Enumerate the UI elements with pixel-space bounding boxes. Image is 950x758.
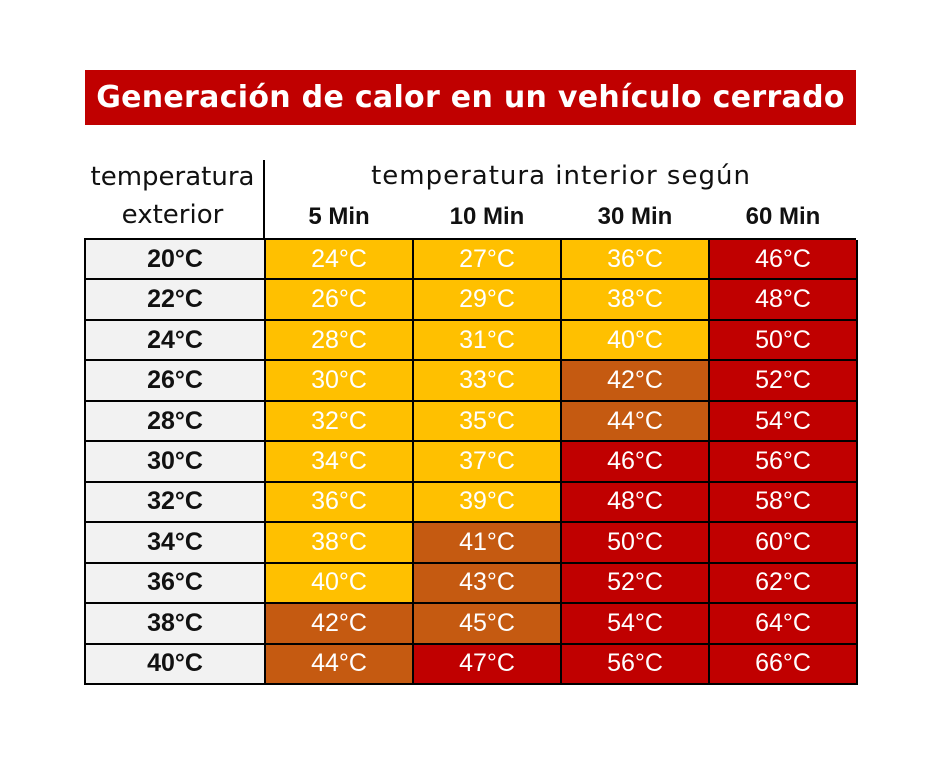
exterior-temperature-cell: 36°C — [86, 563, 266, 605]
interior-temperature-cell: 52°C — [710, 361, 858, 402]
exterior-temperature-cell: 20°C — [86, 240, 266, 281]
interior-temperature-cell: 27°C — [414, 240, 562, 281]
interior-temperature-cell: 33°C — [414, 361, 562, 402]
interior-temperature-cell: 38°C — [266, 523, 414, 564]
interior-temperature-cell: 56°C — [710, 442, 858, 483]
interior-temperature-header: temperatura interior según — [371, 161, 751, 191]
interior-temperature-cell: 47°C — [414, 644, 562, 685]
exterior-header-line-1: temperatura — [90, 162, 255, 192]
interior-temperature-cell: 62°C — [710, 563, 858, 605]
interior-temperature-cell: 26°C — [266, 280, 414, 321]
interior-temperature-cell: 42°C — [562, 361, 710, 402]
interior-temperature-cell: 36°C — [266, 482, 414, 524]
exterior-header-line-2: exterior — [121, 200, 224, 230]
exterior-temperature-cell: 28°C — [86, 401, 266, 443]
column-header-60-min: 60 Min — [745, 203, 821, 230]
interior-temperature-cell: 54°C — [710, 401, 858, 443]
exterior-temperature-cell: 40°C — [86, 644, 266, 685]
interior-temperature-cell: 58°C — [710, 482, 858, 524]
column-header-30-min: 30 Min — [597, 203, 673, 230]
interior-temperature-cell: 50°C — [710, 320, 858, 362]
interior-temperature-cell: 48°C — [562, 482, 710, 524]
interior-temperature-cell: 24°C — [266, 240, 414, 281]
header-divider — [263, 160, 265, 238]
title-banner: Generación de calor en un vehículo cerra… — [85, 70, 856, 125]
column-header-10-min: 10 Min — [449, 203, 525, 230]
exterior-temperature-cell: 30°C — [86, 442, 266, 483]
interior-temperature-cell: 46°C — [562, 442, 710, 483]
interior-temperature-cell: 37°C — [414, 442, 562, 483]
interior-temperature-cell: 43°C — [414, 563, 562, 605]
interior-temperature-cell: 36°C — [562, 240, 710, 281]
exterior-temperature-cell: 22°C — [86, 280, 266, 321]
interior-temperature-cell: 60°C — [710, 523, 858, 564]
interior-temperature-cell: 50°C — [562, 523, 710, 564]
interior-temperature-cell: 66°C — [710, 644, 858, 685]
interior-temperature-cell: 44°C — [562, 401, 710, 443]
exterior-temperature-header: temperatura exterior — [80, 158, 265, 236]
interior-temperature-cell: 38°C — [562, 280, 710, 321]
interior-temperature-cell: 35°C — [414, 401, 562, 443]
interior-temperature-cell: 56°C — [562, 644, 710, 685]
interior-temperature-cell: 46°C — [710, 240, 858, 281]
column-header-5-min: 5 Min — [308, 203, 370, 230]
interior-temperature-cell: 31°C — [414, 320, 562, 362]
exterior-temperature-cell: 38°C — [86, 604, 266, 645]
exterior-temperature-cell: 24°C — [86, 320, 266, 362]
interior-temperature-cell: 42°C — [266, 604, 414, 645]
interior-temperature-cell: 28°C — [266, 320, 414, 362]
interior-temperature-cell: 45°C — [414, 604, 562, 645]
interior-temperature-cell: 64°C — [710, 604, 858, 645]
interior-temperature-cell: 40°C — [562, 320, 710, 362]
interior-temperature-cell: 39°C — [414, 482, 562, 524]
interior-temperature-cell: 54°C — [562, 604, 710, 645]
interior-temperature-cell: 30°C — [266, 361, 414, 402]
interior-temperature-cell: 40°C — [266, 563, 414, 605]
exterior-temperature-cell: 34°C — [86, 523, 266, 564]
interior-temperature-cell: 32°C — [266, 401, 414, 443]
interior-temperature-cell: 41°C — [414, 523, 562, 564]
interior-temperature-cell: 44°C — [266, 644, 414, 685]
temperature-table: 20°C 24°C 27°C 36°C 46°C 22°C 26°C 29°C 38°C 48°C… — [84, 238, 858, 685]
exterior-temperature-cell: 26°C — [86, 361, 266, 402]
interior-temperature-cell: 52°C — [562, 563, 710, 605]
chart-title: Generación de calor en un vehículo cerra… — [96, 80, 845, 115]
time-column-headers: 5 Min 10 Min 30 Min 60 Min — [265, 198, 857, 236]
interior-temperature-cell: 29°C — [414, 280, 562, 321]
interior-temperature-cell: 48°C — [710, 280, 858, 321]
exterior-temperature-cell: 32°C — [86, 482, 266, 524]
interior-temperature-cell: 34°C — [266, 442, 414, 483]
